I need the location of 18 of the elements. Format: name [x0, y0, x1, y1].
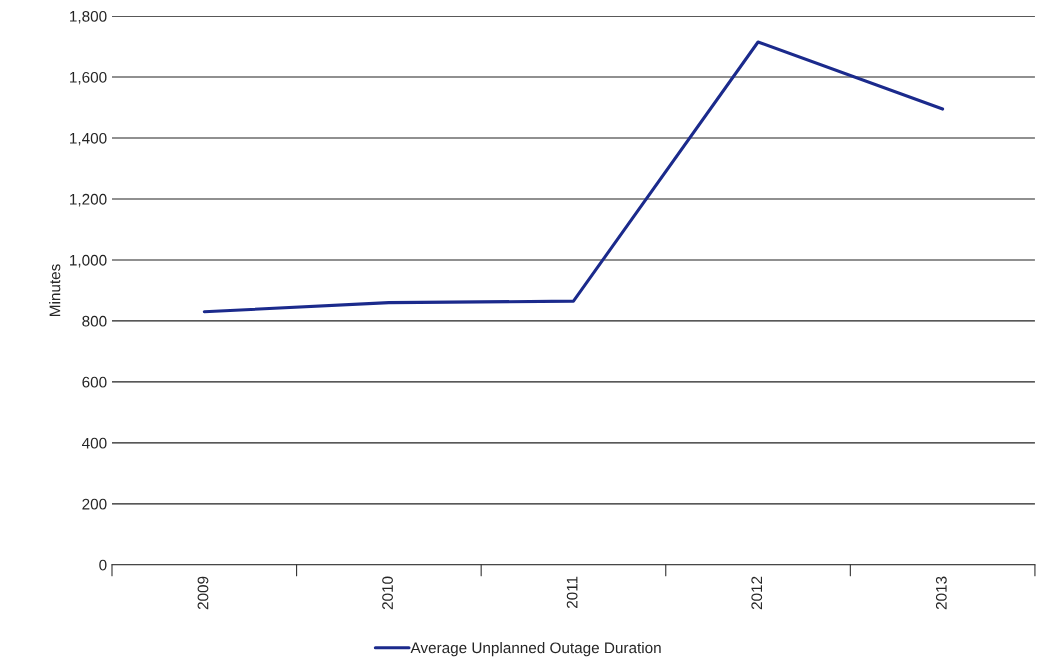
line-series [202, 40, 945, 314]
y-tick-label: 400 [82, 437, 107, 449]
y-tick-label: 800 [82, 315, 107, 327]
y-tick-label: 1,600 [70, 71, 107, 85]
y-tick-label: 1,400 [70, 132, 107, 146]
y-tick-label: 1,200 [70, 193, 107, 207]
x-tick-label: 2013 [935, 576, 947, 610]
y-tick-label: 600 [82, 376, 107, 388]
legend-label: Average Unplanned Outage Duration [410, 642, 661, 657]
y-tick-label: 1,800 [70, 10, 107, 24]
x-tick-label: 2009 [197, 576, 209, 610]
x-tick-label: 2012 [751, 576, 763, 610]
x-tick-label: 2010 [382, 576, 393, 610]
y-tick-label: 1,000 [70, 254, 107, 268]
y-tick-label: 200 [82, 498, 107, 510]
y-axis-title: Minutes [49, 264, 61, 316]
y-tick-label: 0 [99, 559, 107, 571]
x-tick-label: 2011 [566, 576, 578, 609]
